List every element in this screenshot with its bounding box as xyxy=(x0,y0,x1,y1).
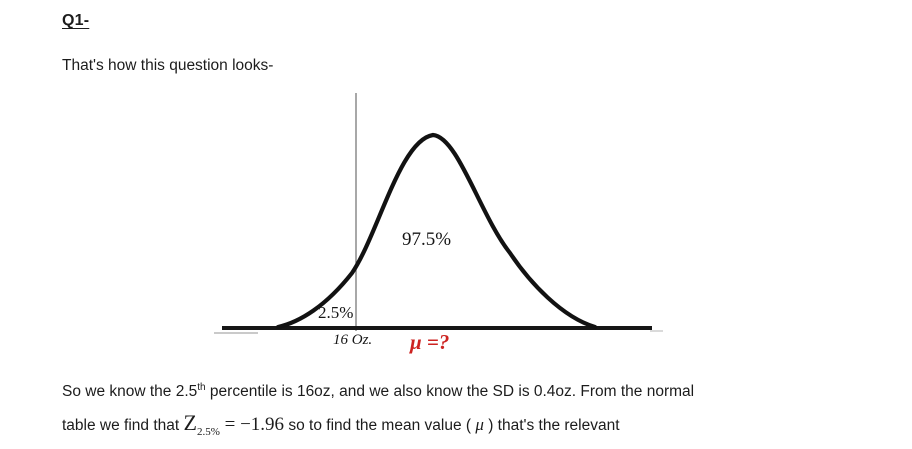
mean-question-label: μ =? xyxy=(410,330,450,354)
normal-distribution-diagram: 97.5% 2.5% 16 Oz. μ =? xyxy=(200,85,680,375)
line2-text-post: ) that's the relevant xyxy=(483,417,620,434)
bell-curve-path xyxy=(275,132,598,330)
ordinal-superscript: th xyxy=(197,381,206,393)
x-axis-value-label: 16 Oz. xyxy=(333,332,373,348)
z-subscript: 2.5% xyxy=(196,425,220,438)
upper-area-label: 97.5% xyxy=(402,229,452,250)
mu-symbol: μ xyxy=(475,415,484,434)
line1-text-pre: So we know the 2.5 xyxy=(62,383,198,400)
question-title: Q1- xyxy=(62,12,90,29)
line1-text-post: percentile is 16oz, and we also know the… xyxy=(205,383,695,400)
paragraph-line-2: table we find that Z2.5% = −1.96 so to f… xyxy=(62,407,842,441)
paragraph-line-1: So we know the 2.5th percentile is 16oz,… xyxy=(62,376,842,407)
z-score-expression: Z2.5% = −1.96 xyxy=(184,410,285,438)
explanation-paragraph: So we know the 2.5th percentile is 16oz,… xyxy=(62,376,842,441)
intro-text: That's how this question looks- xyxy=(62,57,274,74)
z-symbol: Z xyxy=(183,410,197,435)
line2-text-mid: so to find the mean value ( xyxy=(284,417,476,434)
z-equals-value: = −1.96 xyxy=(219,414,285,435)
lower-tail-label: 2.5% xyxy=(318,303,354,322)
line2-text-pre: table we find that xyxy=(62,417,184,434)
diagram-canvas xyxy=(214,93,663,334)
